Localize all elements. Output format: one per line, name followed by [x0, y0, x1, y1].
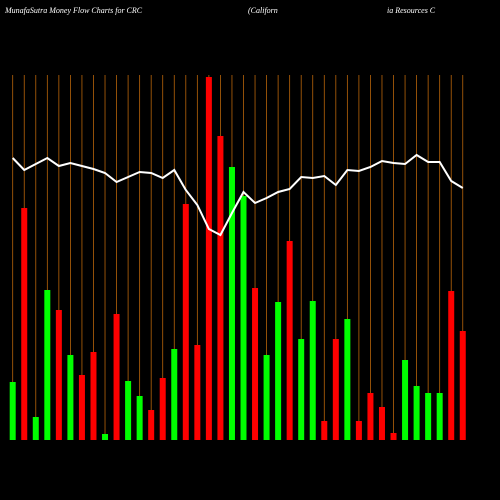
bar	[44, 290, 51, 440]
bar	[459, 331, 466, 440]
bar	[425, 393, 432, 440]
bar	[228, 167, 235, 440]
bar	[367, 393, 374, 440]
money-flow-line	[11, 153, 464, 237]
bar	[194, 345, 201, 440]
bar	[378, 407, 385, 440]
bar	[182, 204, 189, 440]
bar	[436, 393, 443, 440]
bar	[102, 434, 109, 440]
chart-title: MunafaSutra Money Flow Charts for CRC	[4, 6, 143, 15]
bar	[217, 136, 224, 440]
bar	[205, 77, 212, 440]
bar	[148, 410, 155, 440]
bar	[309, 301, 316, 440]
bar	[136, 396, 143, 440]
bar	[321, 421, 328, 440]
bar	[113, 314, 120, 440]
bar	[171, 349, 178, 440]
bar	[298, 339, 305, 440]
bar	[275, 302, 282, 440]
bar	[355, 421, 362, 440]
bar	[78, 375, 85, 440]
bar	[263, 355, 270, 440]
bar	[55, 310, 62, 440]
bar	[32, 417, 39, 440]
bar	[286, 241, 293, 440]
bar	[67, 355, 74, 440]
bar	[344, 319, 351, 440]
bar	[402, 360, 409, 440]
bar	[240, 196, 247, 440]
bar	[332, 339, 339, 440]
bar	[448, 291, 455, 440]
bar	[252, 288, 259, 440]
chart-title: (Californ	[248, 6, 278, 15]
chart-title: ia Resources C	[387, 6, 436, 15]
bar	[21, 208, 28, 440]
bar	[390, 433, 397, 440]
bar	[413, 386, 420, 440]
bar	[159, 378, 166, 440]
bar	[9, 382, 16, 440]
bar	[125, 381, 132, 440]
bar	[90, 352, 97, 440]
